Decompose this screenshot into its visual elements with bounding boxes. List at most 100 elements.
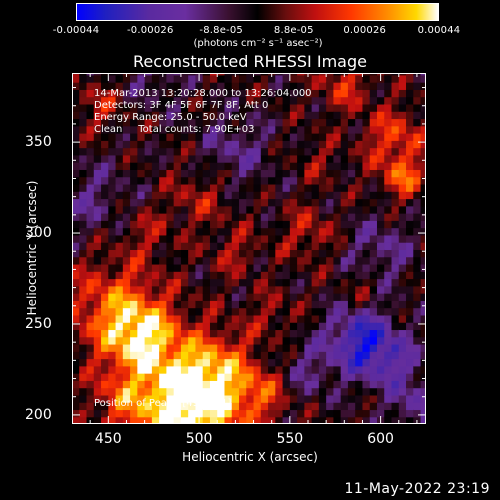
heatmap-cell — [246, 416, 255, 424]
heatmap-cell — [231, 358, 240, 367]
heatmap-cell — [130, 111, 138, 120]
heatmap-cell — [224, 365, 233, 374]
heatmap-cell — [202, 205, 211, 214]
heatmap-cell — [304, 365, 313, 374]
heatmap-cell — [398, 118, 407, 127]
heatmap-cell — [340, 242, 349, 250]
heatmap-cell — [93, 343, 102, 352]
heatmap-cell — [217, 96, 226, 105]
heatmap-cell — [275, 176, 284, 185]
heatmap-cell — [326, 162, 335, 170]
heatmap-cell — [224, 205, 233, 214]
heatmap-cell — [159, 220, 167, 229]
heatmap-cell — [93, 162, 102, 170]
heatmap-cell — [282, 183, 291, 192]
heatmap-cell — [260, 82, 269, 90]
colorbar-tick-label: -8.8e-05 — [199, 25, 243, 36]
heatmap-cell — [231, 205, 240, 214]
heatmap-cell — [239, 183, 247, 192]
heatmap-cell — [224, 74, 233, 83]
heatmap-cell — [151, 198, 160, 207]
heatmap-cell — [289, 227, 298, 236]
heatmap-cell — [72, 191, 80, 200]
heatmap-cell — [93, 227, 102, 236]
heatmap-cell — [413, 343, 422, 352]
heatmap-cell — [362, 133, 371, 141]
heatmap-cell — [151, 256, 160, 265]
heatmap-cell — [333, 365, 342, 374]
heatmap-cell — [93, 169, 102, 178]
heatmap-cell — [376, 278, 385, 287]
heatmap-cell — [318, 307, 327, 316]
heatmap-cell — [144, 234, 153, 243]
heatmap-cell — [159, 373, 167, 381]
heatmap-cell — [391, 234, 400, 243]
heatmap-cell — [413, 380, 422, 389]
heatmap-cell — [115, 191, 124, 200]
heatmap-cell — [253, 89, 262, 98]
heatmap-cell — [86, 198, 95, 207]
heatmap-cell — [159, 227, 167, 236]
heatmap-cell — [246, 73, 255, 76]
heatmap-cell — [151, 147, 160, 156]
heatmap-cell — [413, 74, 422, 83]
heatmap-cell — [180, 147, 189, 156]
heatmap-cell — [79, 133, 88, 141]
heatmap-cell — [180, 213, 189, 221]
heatmap-cell — [391, 416, 400, 424]
heatmap-cell — [86, 125, 95, 134]
heatmap-cell — [398, 198, 407, 207]
heatmap-cell — [384, 263, 393, 272]
heatmap-cell — [93, 387, 102, 396]
heatmap-cell — [347, 293, 356, 301]
heatmap-cell — [202, 191, 211, 200]
heatmap-cell — [115, 213, 124, 221]
heatmap-cell — [420, 118, 426, 127]
heatmap-cell — [101, 409, 109, 418]
heatmap-cell — [188, 249, 197, 258]
heatmap-cell — [86, 336, 95, 345]
heatmap-cell — [86, 103, 95, 112]
heatmap-cell — [420, 343, 426, 352]
heatmap-cell — [166, 249, 175, 258]
heatmap-cell — [231, 256, 240, 265]
heatmap-cell — [202, 263, 211, 272]
heatmap-cell — [420, 387, 426, 396]
heatmap-cell — [391, 351, 400, 360]
heatmap-cell — [108, 336, 117, 345]
heatmap-cell — [122, 234, 131, 243]
heatmap-cell — [93, 278, 102, 287]
heatmap-cell — [318, 82, 327, 90]
heatmap-cell — [333, 213, 342, 221]
heatmap-cell — [311, 169, 320, 178]
heatmap-cell — [333, 227, 342, 236]
heatmap-cell — [260, 402, 269, 411]
heatmap-cell — [253, 183, 262, 192]
heatmap-cell — [318, 329, 327, 338]
heatmap-cell — [166, 118, 175, 127]
heatmap-cell — [122, 263, 131, 272]
heatmap-cell — [224, 336, 233, 345]
heatmap-cell — [362, 402, 371, 411]
heatmap-cell — [130, 198, 138, 207]
heatmap-cell — [79, 293, 88, 301]
heatmap-cell — [115, 380, 124, 389]
heatmap-cell — [209, 242, 218, 250]
heatmap-cell — [180, 96, 189, 105]
heatmap-cell — [384, 140, 393, 149]
heatmap-cell — [195, 140, 204, 149]
heatmap-cell — [384, 198, 393, 207]
heatmap-cell — [376, 198, 385, 207]
heatmap-cell — [231, 118, 240, 127]
heatmap-cell — [326, 140, 335, 149]
heatmap-cell — [108, 198, 117, 207]
heatmap-cell — [86, 351, 95, 360]
heatmap-cell — [173, 73, 182, 76]
heatmap-cell — [282, 118, 291, 127]
heatmap-cell — [246, 409, 255, 418]
heatmap-cell — [318, 285, 327, 294]
heatmap-cell — [406, 293, 414, 301]
heatmap-cell — [79, 271, 88, 280]
heatmap-cell — [108, 162, 117, 170]
heatmap-cell — [115, 351, 124, 360]
